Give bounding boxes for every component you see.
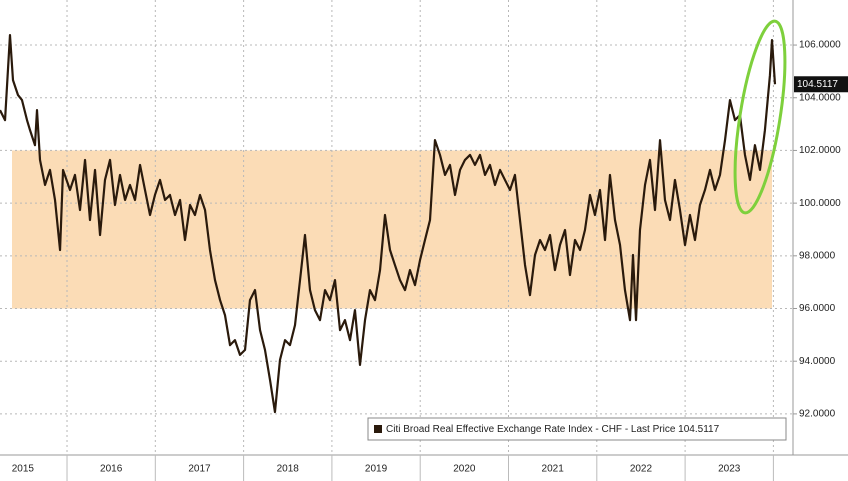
y-tick-label: 98.0000	[799, 250, 836, 261]
x-tick-label: 2018	[277, 464, 300, 475]
y-tick-label: 104.0000	[799, 92, 841, 103]
x-tick-label: 2022	[630, 464, 653, 475]
legend-box	[367, 417, 787, 441]
x-tick-label: 2023	[718, 464, 741, 475]
y-tick-label: 102.0000	[799, 145, 841, 156]
x-tick-label: 2021	[542, 464, 565, 475]
x-tick-label: 2016	[100, 464, 123, 475]
last-price-box	[794, 76, 848, 93]
legend-label: Citi Broad Real Effective Exchange Rate …	[386, 424, 720, 435]
x-tick-label: 2017	[188, 464, 211, 475]
last-price-label: 104.5117	[797, 79, 838, 90]
x-tick-label: 2020	[453, 464, 476, 475]
y-tick-label: 96.0000	[799, 303, 836, 314]
price-line	[0, 33, 777, 414]
y-tick-label: 106.0000	[799, 40, 841, 51]
x-tick-label: 2019	[365, 464, 388, 475]
x-tick-label: 2015	[12, 464, 35, 475]
y-tick-label: 92.0000	[799, 409, 836, 420]
y-tick-label: 94.0000	[799, 356, 836, 367]
legend-swatch	[374, 425, 382, 433]
highlight-ellipse	[733, 19, 787, 215]
y-tick-label: 100.0000	[799, 198, 841, 209]
